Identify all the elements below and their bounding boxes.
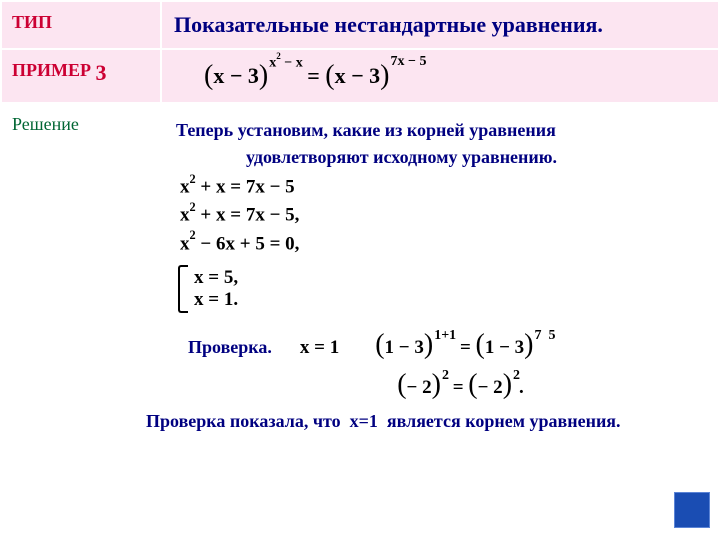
final-line: Проверка показала, что x=1 является корн… xyxy=(146,411,704,432)
final-a: Проверка показала, что xyxy=(146,411,341,431)
example-equation-cell: (x − 3) x2 − x = (x − 3) 7x − 5 xyxy=(162,50,718,102)
solution-line2: удовлетворяют исходному уравнению. xyxy=(246,147,704,168)
example-equation: (x − 3) x2 − x = (x − 3) 7x − 5 xyxy=(204,60,425,92)
rhs-base: x − 3 xyxy=(335,63,381,89)
solution-eq1: x2 + x = 7x − 5 xyxy=(180,174,704,198)
final-b: является корнем уравнения. xyxy=(387,411,621,431)
slide: ТИП Показательные нестандартные уравнени… xyxy=(0,0,720,540)
example-number: 3 xyxy=(96,60,107,86)
example-label-text: ПРИМЕР xyxy=(12,60,91,81)
type-title: Показательные нестандартные уравнения. xyxy=(162,2,718,48)
lhs-base: x − 3 xyxy=(213,63,259,89)
root-1: x = 5, xyxy=(194,267,238,289)
check-label: Проверка. xyxy=(188,337,272,358)
row-solution: Решение Теперь установим, какие из корне… xyxy=(2,104,718,538)
roots-bracket: x = 5, x = 1. xyxy=(178,265,244,313)
corner-decoration xyxy=(674,492,710,528)
check-row: Проверка. x = 1 (1 − 3)1+1 = (1 − 3)7 5 … xyxy=(188,329,704,401)
row-example: ПРИМЕР 3 (x − 3) x2 − x = (x − 3) 7x − 5 xyxy=(2,50,718,104)
solution-eq3: x2 − 6x + 5 = 0, xyxy=(180,231,704,255)
example-label: ПРИМЕР 3 xyxy=(2,50,162,102)
check-x: x = 1 xyxy=(300,337,339,359)
type-label: ТИП xyxy=(2,2,162,48)
root-2: x = 1. xyxy=(194,289,238,311)
final-x: x=1 xyxy=(350,411,378,431)
row-type: ТИП Показательные нестандартные уравнени… xyxy=(2,2,718,50)
solution-body: Теперь установим, какие из корней уравне… xyxy=(162,104,718,538)
solution-eq2: x2 + x = 7x − 5, xyxy=(180,202,704,226)
check-eq1: (1 − 3)1+1 = (1 − 3)7 5 xyxy=(375,329,554,361)
rhs-exp: 7x − 5 xyxy=(390,54,426,70)
check-eq2: (− 2)2 = (− 2)2. xyxy=(397,369,554,401)
bracket-icon xyxy=(178,265,188,313)
solution-line1: Теперь установим, какие из корней уравне… xyxy=(176,120,704,141)
solution-label: Решение xyxy=(2,104,162,538)
lhs-exp: x2 − x xyxy=(269,53,303,72)
